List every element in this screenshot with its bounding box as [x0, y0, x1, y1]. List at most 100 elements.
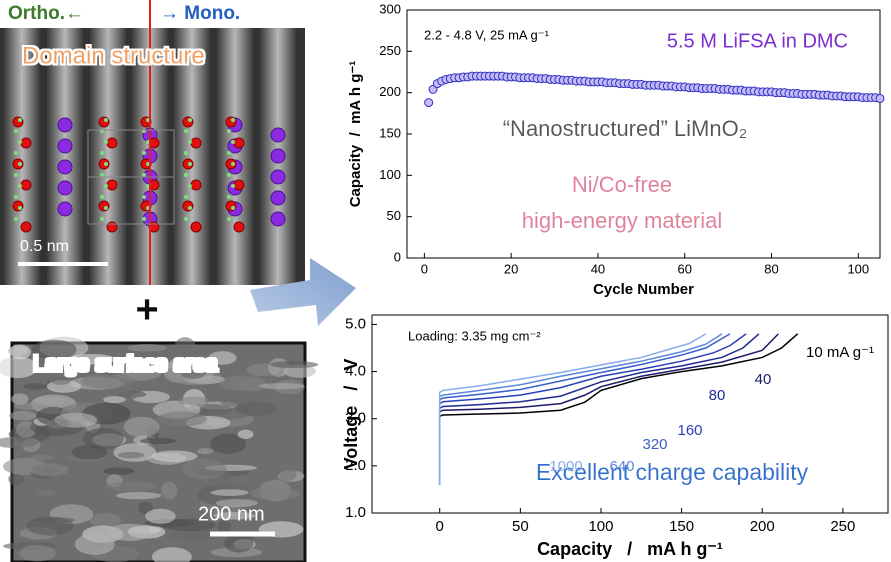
atom — [142, 151, 146, 155]
atom — [182, 200, 194, 212]
atom — [14, 151, 18, 155]
x-tick-label: 250 — [830, 518, 855, 535]
atom — [270, 148, 286, 164]
y-tick-label: 250 — [379, 43, 401, 58]
atom — [57, 117, 73, 133]
texture — [151, 547, 192, 562]
texture — [215, 499, 259, 508]
atom — [270, 211, 286, 227]
x-tick-label: 0 — [436, 518, 444, 535]
series-label: 160 — [677, 422, 702, 439]
texture — [278, 464, 297, 482]
texture — [237, 429, 254, 440]
annotation: 5.5 M LiFSA in DMC — [667, 30, 848, 52]
data-point — [875, 93, 885, 103]
y-tick-label: 1.0 — [345, 504, 366, 521]
curve — [438, 333, 731, 485]
atom — [104, 162, 108, 166]
curve — [438, 333, 747, 485]
texture — [107, 523, 152, 542]
atom — [233, 221, 245, 233]
atom — [98, 116, 110, 128]
atom — [57, 138, 73, 154]
atom — [190, 137, 202, 149]
atom — [270, 127, 286, 143]
x-tick-label: 150 — [669, 518, 694, 535]
atom — [100, 151, 104, 155]
atom — [57, 201, 73, 217]
atom — [98, 200, 110, 212]
atom — [225, 116, 237, 128]
atom — [142, 195, 146, 199]
arrow — [250, 258, 356, 326]
atom — [227, 195, 231, 199]
texture — [33, 397, 67, 405]
plot-frame — [371, 314, 889, 514]
atom — [12, 116, 24, 128]
texture — [145, 508, 176, 524]
texture — [145, 352, 163, 370]
atom — [18, 184, 22, 188]
atom — [184, 217, 188, 221]
y-tick-label: 50 — [387, 208, 401, 223]
series-label: 80 — [709, 387, 726, 404]
texture — [217, 520, 231, 535]
domain-label: Domain structure — [22, 42, 205, 69]
mono-label: → Mono. — [160, 3, 240, 24]
texture — [96, 367, 124, 375]
atom — [18, 162, 22, 166]
atom — [18, 206, 22, 210]
series-label: 40 — [755, 371, 772, 388]
texture — [117, 451, 145, 459]
texture — [0, 436, 38, 449]
y-tick-label: 2.0 — [345, 457, 366, 474]
annotation: 2.2 - 4.8 V, 25 mA g⁻¹ — [424, 27, 550, 42]
surface-label: Large surface area — [33, 351, 218, 376]
atom — [233, 137, 245, 149]
texture — [28, 463, 70, 477]
curve — [438, 333, 779, 485]
plus-sign: + — [135, 288, 158, 332]
atom — [225, 200, 237, 212]
annotation: high-energy material — [522, 208, 723, 233]
texture — [106, 481, 157, 492]
texture — [22, 383, 49, 390]
atom — [100, 217, 104, 221]
atom — [18, 118, 22, 122]
column — [88, 28, 128, 285]
x-tick-label: 50 — [512, 518, 529, 535]
ortho-label: Ortho.← — [8, 3, 84, 24]
texture — [9, 410, 37, 421]
texture — [127, 343, 167, 352]
atom — [106, 137, 118, 149]
texture — [218, 375, 266, 391]
atom — [184, 195, 188, 199]
atom — [106, 179, 118, 191]
atom — [188, 118, 192, 122]
atom — [104, 206, 108, 210]
texture — [9, 344, 32, 360]
atom — [182, 116, 194, 128]
atom — [14, 129, 18, 133]
texture — [8, 473, 25, 486]
texture — [31, 339, 77, 360]
texture — [103, 467, 135, 475]
texture — [81, 372, 135, 389]
texture — [115, 491, 162, 500]
texture — [250, 487, 301, 500]
annotation: Loading: 3.35 mg cm⁻² — [408, 328, 541, 343]
texture — [181, 458, 227, 480]
texture — [223, 533, 254, 553]
atom — [57, 159, 73, 175]
atom — [14, 173, 18, 177]
texture — [151, 450, 198, 463]
atom — [188, 206, 192, 210]
texture — [103, 396, 126, 403]
atom — [231, 184, 235, 188]
texture — [19, 544, 56, 562]
texture — [208, 351, 237, 365]
texture — [161, 518, 216, 532]
atom — [231, 140, 235, 144]
y-tick-label: 100 — [379, 167, 401, 182]
